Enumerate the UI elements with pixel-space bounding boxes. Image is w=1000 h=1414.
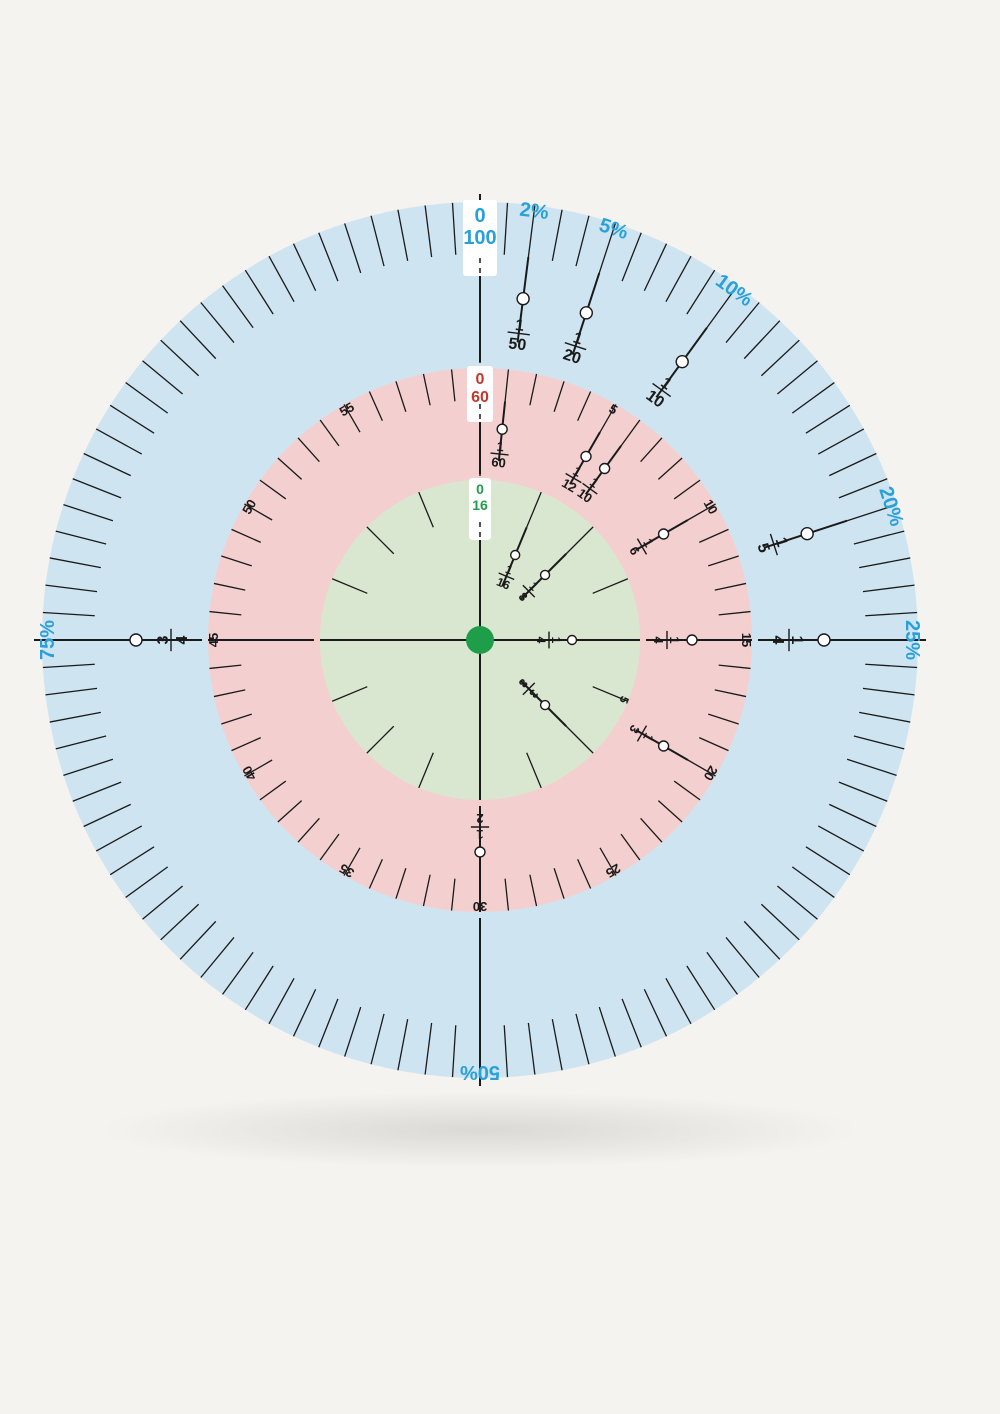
fraction-dial-diagram: { "canvas": { "width": 1000, "height": 1… <box>0 0 1000 1414</box>
middle-marker-dot <box>475 847 485 857</box>
svg-text:1: 1 <box>549 637 563 644</box>
middle-marker-dot <box>659 529 669 539</box>
inner-marker-dot <box>541 570 550 579</box>
outer-label: 50% <box>460 1061 500 1083</box>
center-dot <box>466 626 494 654</box>
svg-text:3: 3 <box>155 635 172 644</box>
middle-zero-bottom: 60 <box>471 389 489 406</box>
svg-text:4: 4 <box>651 636 666 644</box>
svg-text:1: 1 <box>667 636 682 643</box>
outer-label: 2% <box>518 199 550 224</box>
outer-marker-dot <box>818 634 830 646</box>
svg-text:1: 1 <box>496 439 505 455</box>
inner-zero-top: 0 <box>476 481 484 497</box>
svg-text:50: 50 <box>507 335 527 354</box>
middle-label: 15 <box>739 633 754 647</box>
svg-text:1: 1 <box>476 827 483 842</box>
inner-marker-dot <box>568 636 577 645</box>
middle-marker-dot <box>581 451 591 461</box>
middle-marker-dot <box>687 635 697 645</box>
svg-text:4: 4 <box>174 635 191 644</box>
outer-marker-dot <box>676 356 688 368</box>
middle-zero-top: 0 <box>476 371 485 388</box>
svg-text:2: 2 <box>476 811 483 826</box>
middle-label: 30 <box>473 899 487 914</box>
inner-zero-bottom: 16 <box>472 497 488 513</box>
middle-marker-dot <box>600 463 610 473</box>
svg-text:60: 60 <box>491 454 507 470</box>
outer-marker-dot <box>130 634 142 646</box>
svg-text:1: 1 <box>788 636 805 645</box>
svg-text:4: 4 <box>769 636 786 645</box>
outer-marker-dot <box>580 307 592 319</box>
middle-marker-dot <box>497 424 507 434</box>
outer-marker-dot <box>517 293 529 305</box>
outer-zero-bottom: 100 <box>463 227 496 249</box>
outer-label: 25% <box>901 620 923 660</box>
inner-marker-dot <box>511 551 520 560</box>
outer-marker-dot <box>801 528 813 540</box>
middle-marker-dot <box>659 741 669 751</box>
outer-label: 75% <box>37 620 59 660</box>
outer-zero-top: 0 <box>474 205 485 227</box>
dial-svg: 01002%5%10%20%25%50%75%15012011015143406… <box>0 0 1000 1414</box>
svg-text:4: 4 <box>534 637 548 644</box>
middle-label: 45 <box>206 633 221 647</box>
inner-marker-dot <box>541 701 550 710</box>
